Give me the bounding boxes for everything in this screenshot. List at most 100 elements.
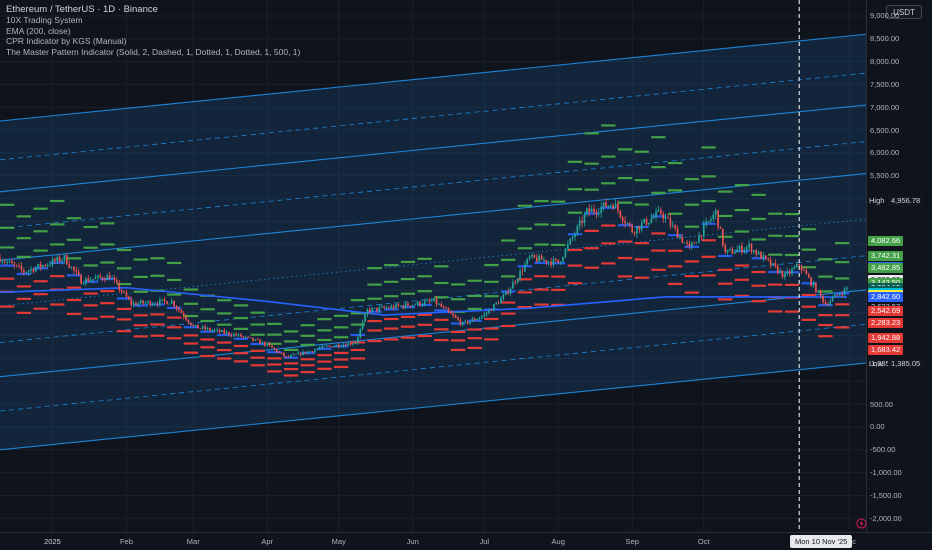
cpr-resistance-bar xyxy=(484,295,499,298)
candle-body xyxy=(54,259,56,262)
time-axis[interactable]: 2025FebMarAprMayJunJulAugSepOctDec Mon 1… xyxy=(0,532,932,550)
cpr-resistance-bar xyxy=(667,212,683,215)
price-value-label: 2,842.60 xyxy=(868,292,904,303)
indicator-cpr[interactable]: CPR Indicator by KGS (Manual) xyxy=(6,36,127,47)
cpr-pivot-bar xyxy=(801,282,816,285)
cpr-pivot-bar xyxy=(651,215,666,218)
cpr-support-bar xyxy=(166,337,182,340)
cpr-resistance-bar xyxy=(233,304,249,307)
candle-body xyxy=(388,307,390,309)
cpr-resistance-bar xyxy=(617,176,633,180)
candle-body xyxy=(263,342,266,346)
time-tick: Jun xyxy=(406,537,419,546)
candle-body xyxy=(428,300,431,302)
cpr-support-bar xyxy=(217,348,232,352)
candle-body xyxy=(481,316,483,318)
candle-body xyxy=(178,308,180,311)
candle-body xyxy=(347,343,350,346)
indicator-ema[interactable]: EMA (200, close) xyxy=(6,25,71,36)
candle-body xyxy=(469,321,471,324)
candle-body xyxy=(106,275,109,281)
candle-body xyxy=(626,223,629,225)
channel-band-line xyxy=(0,323,866,412)
lightning-icon[interactable] xyxy=(856,518,867,529)
channel-band-line xyxy=(0,255,866,343)
candle-body xyxy=(197,324,199,329)
cpr-resistance-bar xyxy=(634,179,649,182)
candle-body xyxy=(500,298,502,304)
candle-body xyxy=(440,303,443,307)
candle-body xyxy=(228,332,230,335)
candle-body xyxy=(316,348,319,350)
candle-body xyxy=(540,255,543,261)
cpr-support-bar xyxy=(417,334,432,338)
cpr-support-bar xyxy=(283,367,299,371)
candle-body xyxy=(123,292,125,293)
cpr-resistance-bar xyxy=(834,261,850,264)
cpr-support-bar xyxy=(66,312,82,316)
cpr-resistance-bar xyxy=(133,258,148,261)
low-value-label: 1,385.05 xyxy=(888,358,924,369)
indicator-master-pattern[interactable]: The Master Pattern Indicator (Solid, 2, … xyxy=(6,46,301,57)
symbol-title[interactable]: Ethereum / TetherUS · 1D · Binance xyxy=(6,4,158,15)
candle-body xyxy=(779,270,781,274)
candle-body xyxy=(287,356,290,358)
candle-body xyxy=(722,228,724,246)
candle-body xyxy=(73,266,75,271)
currency-button[interactable]: USDT xyxy=(886,5,922,19)
channel-fill xyxy=(0,34,866,450)
cpr-pivot-bar xyxy=(400,306,416,309)
cpr-pivot-bar xyxy=(317,347,332,350)
candle-body xyxy=(294,354,297,356)
candle-body xyxy=(426,300,428,302)
candle-body xyxy=(330,346,333,348)
candle-body xyxy=(56,257,59,262)
time-tick: May xyxy=(331,537,346,546)
candle-body xyxy=(340,346,342,348)
price-chart-pane[interactable] xyxy=(0,0,866,532)
candle-body xyxy=(378,307,381,311)
candle-body xyxy=(655,211,657,217)
candle-body xyxy=(416,301,419,305)
candle-body xyxy=(373,307,376,309)
cpr-support-bar xyxy=(500,324,516,328)
cpr-resistance-bar xyxy=(450,283,466,286)
cpr-support-bar xyxy=(250,349,265,352)
indicator-10x-trading-system[interactable]: 10X Trading System xyxy=(6,15,83,25)
cpr-resistance-bar xyxy=(584,188,599,191)
candle-body xyxy=(473,318,476,321)
cpr-support-bar xyxy=(300,370,315,374)
cpr-resistance-bar xyxy=(400,277,416,281)
cpr-resistance-bar xyxy=(434,296,449,299)
cpr-support-bar xyxy=(718,282,733,285)
candle-body xyxy=(497,302,500,304)
cpr-resistance-bar xyxy=(116,267,132,270)
candle-body xyxy=(75,270,78,272)
cpr-support-bar xyxy=(651,249,666,252)
crosshair-date-label: Mon 10 Nov '25 xyxy=(790,535,853,548)
candle-body xyxy=(566,244,569,249)
cpr-support-bar xyxy=(16,285,32,288)
cpr-support-bar xyxy=(267,357,282,360)
cpr-resistance-bar xyxy=(133,275,148,279)
cpr-resistance-bar xyxy=(768,234,783,237)
candle-body xyxy=(683,242,686,244)
cpr-resistance-bar xyxy=(100,261,115,264)
candle-body xyxy=(247,336,249,338)
cpr-resistance-bar xyxy=(801,228,816,231)
candle-body xyxy=(757,251,760,255)
cpr-resistance-bar xyxy=(667,189,683,192)
cpr-support-bar xyxy=(0,277,15,280)
candle-body xyxy=(478,317,481,320)
candle-body xyxy=(636,226,638,234)
price-tick: 6,000.00 xyxy=(870,148,900,158)
cpr-resistance-bar xyxy=(250,333,265,336)
cpr-resistance-bar xyxy=(100,222,115,225)
cpr-support-bar xyxy=(551,275,566,278)
cpr-support-bar xyxy=(517,278,533,281)
cpr-support-bar xyxy=(434,318,449,321)
cpr-resistance-bar xyxy=(83,225,98,229)
cpr-resistance-bar xyxy=(16,215,32,218)
price-tick: 9,000.00 xyxy=(870,11,900,21)
